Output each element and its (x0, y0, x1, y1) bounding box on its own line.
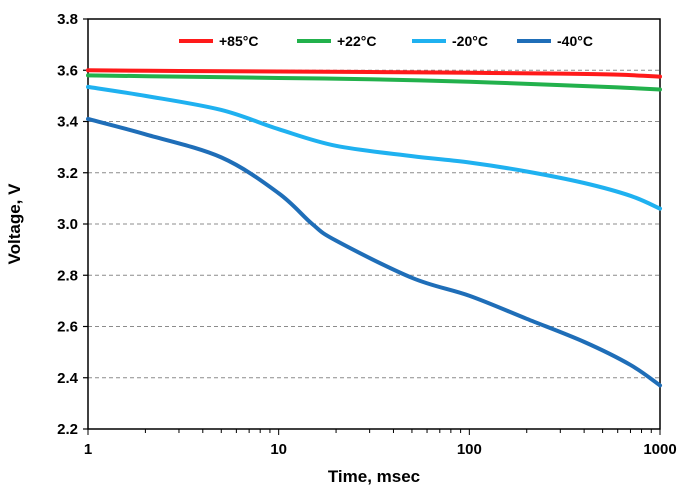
y-tick-label: 3.4 (57, 114, 79, 131)
gridlines (88, 69, 660, 379)
y-tick-label: 2.4 (57, 370, 79, 387)
legend-label: +22°C (337, 33, 376, 49)
y-tick-label: 3.0 (57, 216, 78, 233)
series-line-1 (86, 68, 662, 79)
legend-label: -40°C (557, 33, 593, 49)
legend: +85°C +22°C -20°C -40°C (179, 33, 593, 49)
series-line-2 (86, 73, 662, 92)
y-axis-ticks: 2.2 2.4 2.6 2.8 3.0 3.2 3.4 3.6 3.8 (57, 11, 88, 438)
x-axis-ticks: 1 10 100 1000 (84, 429, 677, 458)
x-axis-title: Time, msec (328, 467, 420, 486)
y-tick-label: 3.8 (57, 11, 78, 28)
y-axis-title: Voltage, V (5, 183, 24, 265)
legend-label: +85°C (219, 33, 258, 49)
x-tick-label: 10 (270, 441, 287, 458)
y-tick-label: 3.6 (57, 62, 78, 79)
x-tick-label: 100 (457, 441, 482, 458)
x-tick-label: 1000 (643, 441, 676, 458)
x-tick-label: 1 (84, 441, 92, 458)
series-line-3 (86, 84, 662, 211)
y-tick-label: 2.2 (57, 421, 78, 438)
series-line-4 (86, 116, 662, 388)
y-tick-label: 2.8 (57, 267, 78, 284)
y-tick-label: 3.2 (57, 165, 78, 182)
legend-label: -20°C (452, 33, 488, 49)
series-lines (86, 68, 662, 388)
y-tick-label: 2.6 (57, 319, 78, 336)
